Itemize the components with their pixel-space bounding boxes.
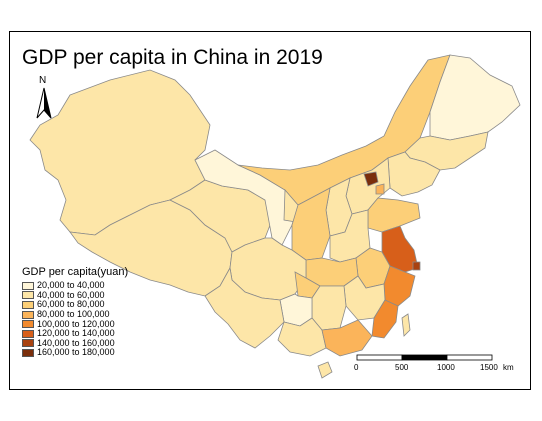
region-hainan <box>317 361 333 379</box>
legend-label: 120,000 to 140,000 <box>37 328 115 339</box>
region-liaoning <box>387 151 441 197</box>
legend-item: 140,000 to 160,000 <box>22 337 128 349</box>
legend-item: 40,000 to 60,000 <box>22 289 128 301</box>
region-henan <box>329 209 371 263</box>
legend-label: 80,000 to 100,000 <box>37 309 110 320</box>
map-title: GDP per capita in China in 2019 <box>22 46 323 69</box>
legend-swatch <box>22 281 34 290</box>
legend-swatch <box>22 348 34 357</box>
legend-label: 100,000 to 120,000 <box>37 318 115 329</box>
legend-swatch <box>22 339 34 348</box>
legend-item: 100,000 to 120,000 <box>22 319 128 329</box>
legend-item: 120,000 to 140,000 <box>22 329 128 339</box>
scale-bar: 0 500 1000 1500 km <box>354 354 514 372</box>
region-shanghai <box>412 261 421 271</box>
region-hunan <box>311 285 347 331</box>
north-label: N <box>39 75 46 86</box>
legend-item: 80,000 to 100,000 <box>22 310 128 320</box>
legend-label: 40,000 to 60,000 <box>37 289 105 300</box>
scale-label-1000: 1000 <box>437 363 455 372</box>
region-shaanxi <box>291 187 331 261</box>
legend-item: 160,000 to 180,000 <box>22 348 128 358</box>
legend-label: 160,000 to 180,000 <box>37 347 115 358</box>
scale-label-1500: 1500 <box>480 363 498 372</box>
region-shandong <box>367 197 421 233</box>
legend-swatch <box>22 310 34 319</box>
region-guangdong <box>321 319 373 357</box>
scale-label-500: 500 <box>395 363 409 372</box>
legend-item: 60,000 to 80,000 <box>22 300 128 310</box>
region-tianjin <box>375 183 385 195</box>
legend-items: 20,000 to 40,000 40,000 to 60,000 60,000 t… <box>22 281 128 358</box>
scale-label-0: 0 <box>354 363 359 372</box>
legend-swatch <box>22 320 34 329</box>
legend-label: 60,000 to 80,000 <box>37 299 105 310</box>
scale-unit: km <box>503 363 514 372</box>
north-arrow: N <box>36 75 52 119</box>
legend-label: 20,000 to 40,000 <box>37 280 105 291</box>
legend-title: GDP per capita(yuan) <box>22 266 129 278</box>
region-beijing <box>363 171 379 187</box>
legend: GDP per capita(yuan) 20,000 to 40,000 40,… <box>22 266 128 358</box>
legend-item: 20,000 to 40,000 <box>22 281 128 291</box>
region-zhejiang <box>383 265 416 307</box>
legend-swatch <box>22 300 34 309</box>
legend-swatch <box>22 291 34 300</box>
region-taiwan <box>401 313 411 337</box>
region-yunnan <box>204 266 285 349</box>
legend-swatch <box>22 329 34 338</box>
legend-label: 140,000 to 160,000 <box>37 337 115 348</box>
